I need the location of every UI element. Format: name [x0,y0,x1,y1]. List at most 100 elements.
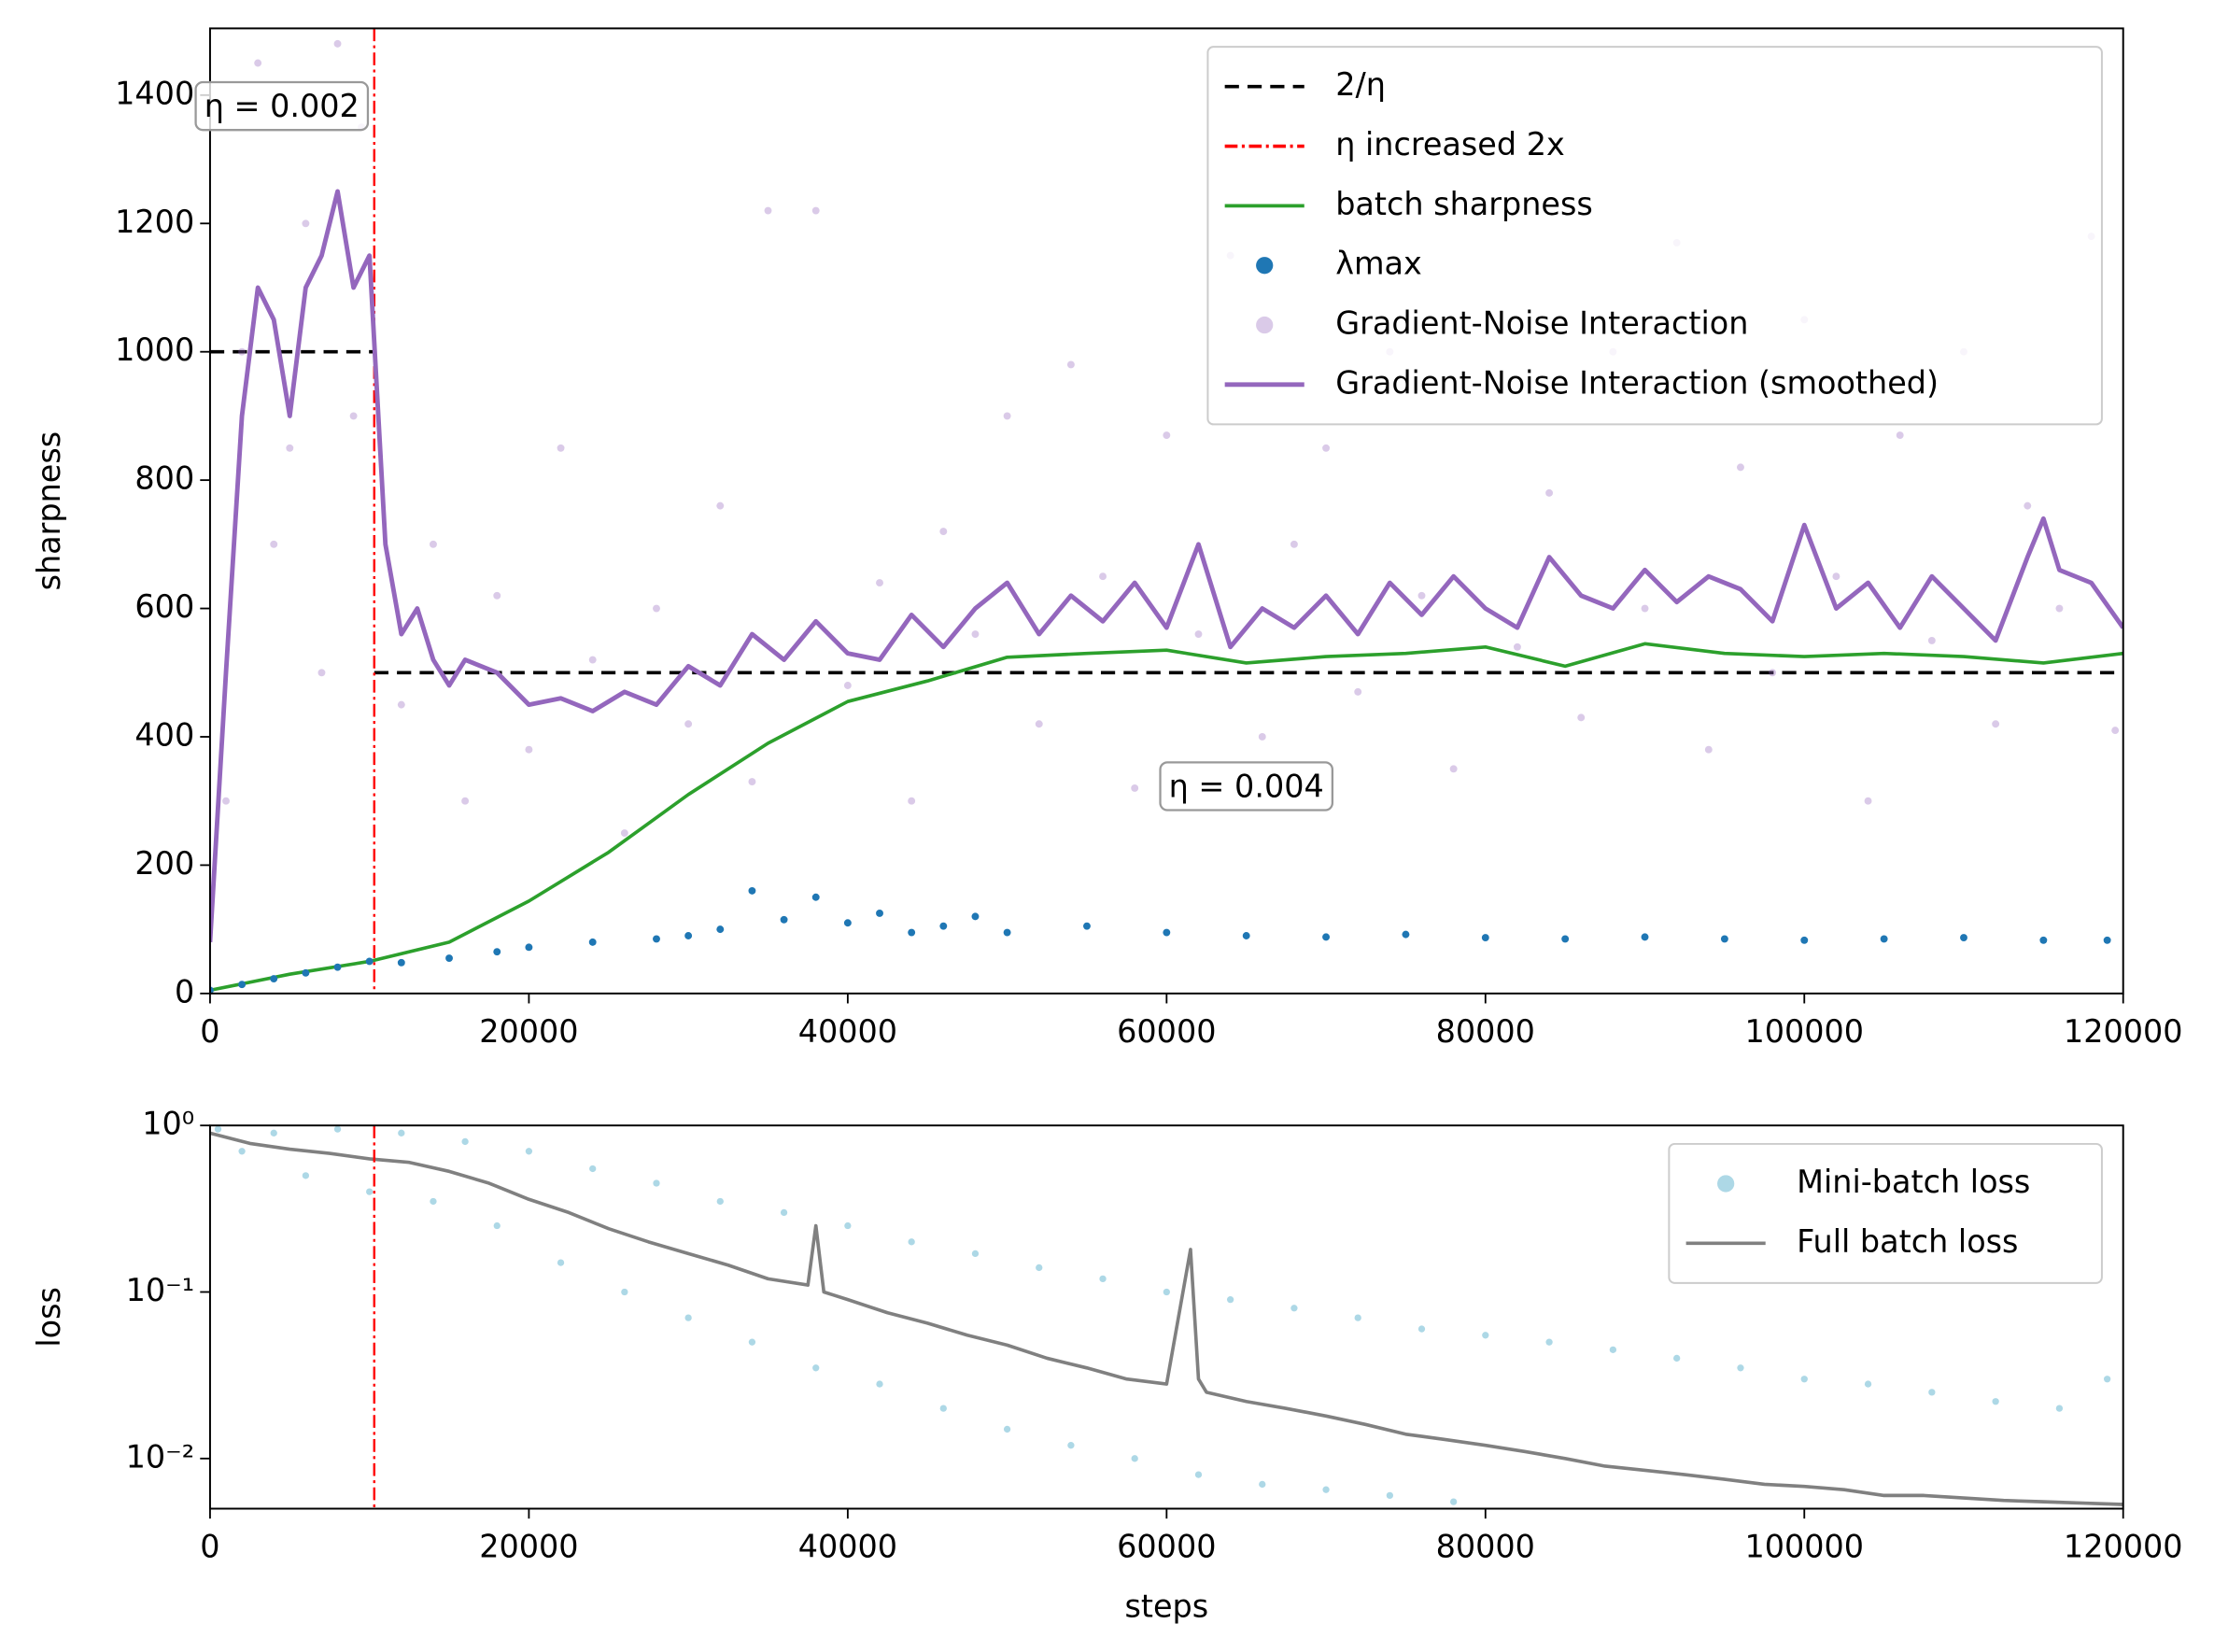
scatter-point [222,797,230,805]
scatter-point [557,444,565,452]
y-tick-label: 400 [134,716,194,753]
scatter-point [1832,572,1840,581]
scatter-point [908,928,916,937]
scatter-point [397,700,405,709]
x-tick-label: 60000 [1117,1013,1216,1050]
scatter-point [908,797,916,805]
scatter-point [525,745,533,754]
scatter-point [684,720,693,728]
axes-frame [208,1124,2124,1510]
legend-marker [1717,1175,1735,1193]
scatter-point [2104,1376,2111,1383]
scatter-point [1704,745,1713,754]
scatter-point [1036,1264,1043,1272]
scatter-point [1481,934,1489,942]
y-tick-label: 1200 [115,204,194,240]
legend-label: λmax [1335,246,1422,282]
scatter-point [1066,360,1075,369]
legend-label: Mini-batch loss [1797,1164,2030,1200]
scatter-point [971,630,980,638]
scatter-point [398,1129,405,1137]
scatter-point [1449,765,1458,773]
scatter-point [1992,720,2000,728]
scatter-point [1769,669,1777,677]
scatter-point [461,797,470,805]
legend-box [1206,46,2103,426]
scatter-point [2055,1405,2064,1412]
scatter-point [525,1148,533,1155]
scatter-point [653,1179,660,1187]
scatter-point [1163,431,1171,439]
scatter-point [653,604,660,613]
scatter-point [1864,797,1872,805]
scatter-point [302,219,310,228]
scatter-point [270,540,278,548]
scatter-point [2103,936,2111,944]
x-tick-label: 20000 [479,1529,578,1565]
legend-marker [1256,257,1274,275]
scatter-point [811,893,820,901]
scatter-point [1003,1425,1011,1433]
scatter-point [2111,727,2120,735]
scatter-point [1737,463,1744,472]
y-tick-label: 200 [134,845,194,882]
scatter-point [493,591,501,600]
y-tick-label: 600 [134,588,194,625]
line-series [209,642,2123,993]
scatter-point [1450,1498,1458,1505]
scatter-point [1067,1442,1075,1449]
scatter-point [1880,935,1888,943]
scatter-point [1641,933,1649,941]
scatter-point [254,59,262,67]
scatter-point [716,1197,724,1206]
scatter-point [238,981,247,989]
line-series [209,1131,2123,1506]
annotation-box [1159,761,1334,812]
scatter-point [2055,604,2064,613]
scatter-point [876,1380,883,1388]
y-axis-label: loss [31,1287,67,1348]
scatter-point [302,968,310,977]
x-tick-label: 100000 [1744,1529,1864,1565]
scatter-point [445,954,453,962]
x-tick-label: 100000 [1744,1013,1864,1050]
scatter-point [1720,935,1728,943]
y-tick-label: 1400 [115,75,194,111]
scatter-point [1386,1491,1394,1500]
legend-label: η increased 2x [1335,126,1565,162]
scatter-point [1992,1398,1999,1405]
y-tick-label: 0 [175,973,194,1010]
scatter-point [653,935,660,943]
scatter-point [1163,928,1171,937]
scatter-point [1003,928,1011,937]
y-axis-label: sharpness [31,431,67,591]
scatter-point [1417,591,1426,600]
scatter-point [270,1129,277,1137]
x-tick-label: 40000 [798,1529,897,1565]
scatter-point [876,909,883,917]
scatter-point [971,1250,980,1258]
legend-label: Gradient-Noise Interaction (smoothed) [1335,364,1939,401]
scatter-point [1960,934,1967,942]
y-tick-label: 1000 [115,332,194,368]
scatter-point [1290,540,1298,548]
scatter-point [365,957,374,966]
legend-label: 2/η [1335,66,1386,103]
legend-label: Gradient-Noise Interaction [1335,305,1748,342]
x-tick-label: 20000 [479,1013,578,1050]
scatter-point [366,1188,374,1195]
scatter-point [317,669,326,677]
scatter-point [397,958,405,967]
scatter-point [684,932,693,939]
scatter-point [461,1137,469,1146]
scatter-point [333,1125,342,1133]
scatter-point [1099,1275,1107,1283]
scatter-point [1226,1296,1234,1304]
scatter-point [780,1208,788,1217]
legend-label: Full batch loss [1797,1223,2018,1260]
scatter-point [939,528,948,536]
scatter-point [302,1172,310,1179]
scatter-point [238,347,247,356]
scatter-point [843,682,852,689]
